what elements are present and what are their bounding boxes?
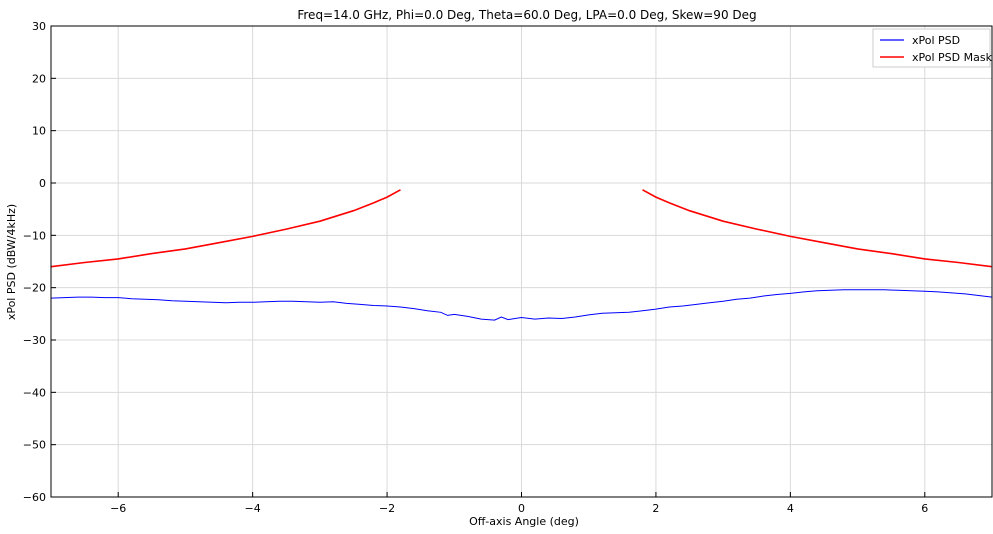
- series-layer: [50, 189, 993, 321]
- y-tick-label: −10: [23, 229, 46, 242]
- x-tick-label: 6: [921, 502, 928, 515]
- legend-box: [872, 28, 991, 68]
- y-tick-label: −40: [23, 386, 46, 399]
- y-tick-label: 30: [32, 20, 46, 33]
- series-line-xpol-psd-mask-left: [50, 189, 401, 268]
- y-axis-label: xPol PSD (dBW/4kHz): [5, 204, 18, 320]
- y-tick-label: 10: [32, 125, 46, 138]
- y-tick-label: 20: [32, 72, 46, 85]
- legend-label-xpol-psd: xPol PSD: [912, 34, 960, 47]
- legend: xPol PSD xPol PSD Mask: [872, 28, 993, 68]
- y-tick-label: −60: [23, 491, 46, 504]
- legend-label-xpol-psd-mask: xPol PSD Mask: [912, 51, 993, 64]
- series-line-xpol-psd: [50, 289, 993, 321]
- y-tick-label: −50: [23, 439, 46, 452]
- y-tick-label: −20: [23, 282, 46, 295]
- series-line-xpol-psd-mask-right: [642, 189, 993, 268]
- x-tick-label: 4: [787, 502, 794, 515]
- y-tick-label: −30: [23, 334, 46, 347]
- x-tick-label: −2: [379, 502, 395, 515]
- x-tick-label: 2: [652, 502, 659, 515]
- grid: [51, 25, 992, 498]
- x-axis-label: Off-axis Angle (deg): [469, 515, 579, 528]
- x-tick-label: −6: [110, 502, 126, 515]
- chart-title: Freq=14.0 GHz, Phi=0.0 Deg, Theta=60.0 D…: [297, 8, 756, 22]
- x-tick-label: 0: [518, 502, 525, 515]
- y-tick-label: 0: [39, 177, 46, 190]
- x-tick-label: −4: [245, 502, 261, 515]
